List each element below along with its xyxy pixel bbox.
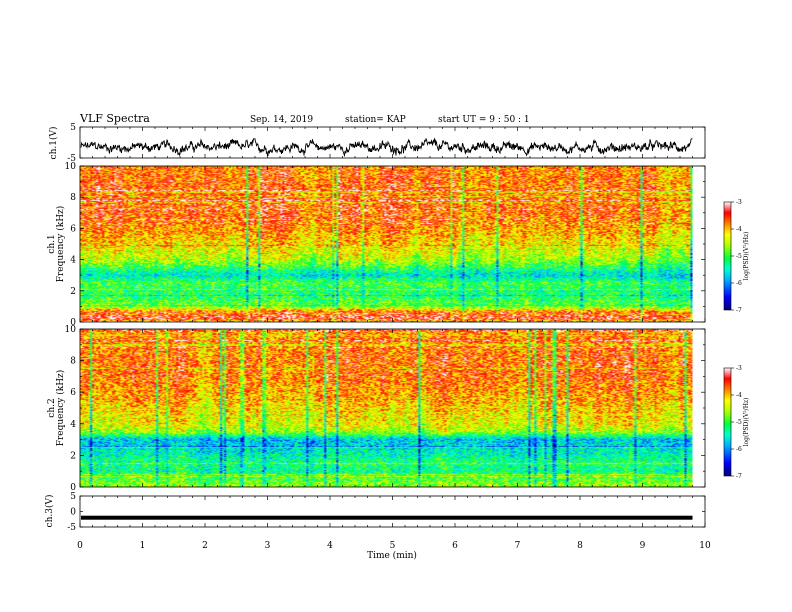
x-tick-label: 8 xyxy=(577,541,583,551)
y-tick-label: -5 xyxy=(67,523,76,533)
ch2-colorbar-gradient xyxy=(723,367,732,477)
date-label: Sep. 14, 2019 xyxy=(250,115,313,125)
ch2-spectrogram-image xyxy=(80,329,693,487)
x-tick-label: 9 xyxy=(640,541,646,551)
colorbar-tick-label: -4 xyxy=(736,392,742,399)
y-tick-label: 4 xyxy=(70,420,76,430)
x-tick-label: 2 xyxy=(202,541,208,551)
ch1-volt-ylabel: ch.1(V) xyxy=(48,127,59,160)
x-axis-label: Time (min) xyxy=(367,550,417,561)
ch1-colorbar: -3 -4 -5 -6 -7 log(PSD)(V²/Hz) xyxy=(723,199,750,314)
ch1-colorbar-label: log(PSD)(V²/Hz) xyxy=(743,232,750,281)
ch3-waveform-frame xyxy=(79,495,706,528)
ch3-volt-ylabel: ch.3(V) xyxy=(44,495,55,528)
ch3-waveform-trace xyxy=(81,515,693,520)
y-tick-label: 10 xyxy=(65,325,77,335)
start-ut-label: start UT = 9 : 50 : 1 xyxy=(438,115,530,125)
ch1-spec-ylabel-line2: Frequency (kHz) xyxy=(55,206,66,283)
y-tick-label: 8 xyxy=(70,193,76,203)
y-tick-label: 6 xyxy=(70,224,76,234)
colorbar-tick-label: -5 xyxy=(736,253,742,260)
x-tick-label: 1 xyxy=(140,541,146,551)
colorbar-tick-label: -6 xyxy=(736,446,742,453)
figure-title: VLF Spectra xyxy=(79,112,150,125)
ch2-spec-ylabel-line2: Frequency (kHz) xyxy=(55,370,66,447)
x-tick-label: 5 xyxy=(390,541,396,551)
y-tick-label: 8 xyxy=(70,357,76,367)
colorbar-tick-label: -6 xyxy=(736,280,742,287)
colorbar-tick-label: -3 xyxy=(736,199,742,206)
y-tick-label: 5 xyxy=(70,492,76,502)
y-tick-label: 2 xyxy=(70,451,76,461)
y-tick-label: 2 xyxy=(70,287,76,297)
ch1-colorbar-gradient xyxy=(723,201,732,311)
x-tick-label: 6 xyxy=(452,541,458,551)
ch2-colorbar-label: log(PSD)(V²/Hz) xyxy=(743,398,750,447)
x-tick-label: 10 xyxy=(699,541,711,551)
y-tick-label: 10 xyxy=(65,162,77,172)
y-tick-label: 0 xyxy=(70,483,76,493)
y-tick-label: 4 xyxy=(70,256,76,266)
ch1-waveform-trace xyxy=(80,137,693,158)
ch1-waveform-frame xyxy=(79,126,706,159)
colorbar-tick-label: -4 xyxy=(736,226,742,233)
y-tick-label: -5 xyxy=(67,154,76,164)
colorbar-tick-label: -5 xyxy=(736,419,742,426)
colorbar-tick-label: -7 xyxy=(736,307,742,314)
x-tick-label: 3 xyxy=(265,541,271,551)
ch1-spec-ylabel-line1: ch.1 xyxy=(47,234,57,253)
y-tick-label: 0 xyxy=(70,318,76,328)
station-label: station= KAP xyxy=(345,115,406,125)
y-tick-label: 5 xyxy=(70,123,76,133)
y-tick-label: 6 xyxy=(70,388,76,398)
x-tick-label: 7 xyxy=(515,541,521,551)
y-tick-label: 0 xyxy=(70,508,76,518)
ch2-colorbar: -3 -4 -5 -6 -7 log(PSD)(V²/Hz) xyxy=(723,365,750,480)
x-tick-label: 0 xyxy=(77,541,83,551)
x-tick-label: 4 xyxy=(327,541,333,551)
colorbar-tick-label: -3 xyxy=(736,365,742,372)
ch2-spec-ylabel-line1: ch.2 xyxy=(47,398,57,417)
colorbar-tick-label: -7 xyxy=(736,473,742,480)
ch1-spectrogram-image xyxy=(80,166,693,322)
